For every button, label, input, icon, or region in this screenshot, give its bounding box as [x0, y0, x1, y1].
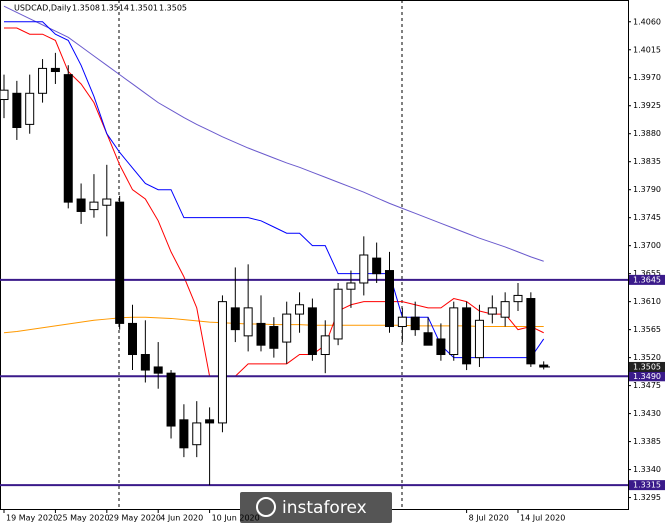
candle-body — [38, 67, 48, 94]
candle-body — [295, 304, 305, 315]
candle-body — [256, 322, 266, 346]
candle-body — [89, 201, 99, 211]
y-tick-label: 1.4060 — [633, 17, 661, 26]
candle-body — [449, 307, 459, 356]
y-tick-label: 1.3925 — [633, 101, 661, 110]
level-label: 1.3645 — [633, 275, 661, 284]
x-tick-label: 25 May 2020 — [57, 514, 109, 523]
ohlc-high: 1.3514 — [101, 4, 129, 13]
indicator-line — [3, 5, 544, 262]
candle-body — [385, 270, 394, 328]
candle-body — [115, 201, 125, 324]
y-tick-label: 1.3790 — [633, 185, 661, 194]
y-tick-label: 1.3340 — [633, 465, 661, 474]
candle-body — [462, 307, 472, 365]
candle-body — [436, 338, 446, 356]
candle-body — [333, 288, 343, 340]
candle-body — [397, 316, 407, 328]
x-tick-label: 8 Jul 2020 — [469, 514, 509, 523]
y-tick-label: 1.3565 — [633, 325, 661, 334]
candle-body — [128, 322, 137, 356]
candle-body — [25, 92, 35, 125]
candle-body — [474, 319, 484, 359]
candle-body — [359, 254, 369, 284]
y-tick-label: 1.3700 — [633, 241, 661, 250]
candle-body — [140, 354, 150, 371]
candle-body — [50, 67, 60, 73]
y-tick-label: 1.3520 — [633, 353, 661, 362]
y-tick-label: 1.3970 — [633, 73, 661, 82]
x-tick-label: 19 May 2020 — [6, 514, 58, 523]
candle-body — [179, 419, 189, 449]
candle-body — [307, 307, 317, 356]
y-tick-label: 1.3655 — [633, 269, 661, 278]
candle-body — [63, 74, 73, 203]
candle-body — [513, 294, 523, 303]
plot — [0, 5, 628, 487]
chart-title: USDCAD,Daily — [14, 4, 71, 13]
candle-body — [500, 301, 510, 318]
y-tick-label: 1.4015 — [633, 45, 661, 54]
candle-body — [487, 307, 497, 315]
candle-body — [192, 422, 202, 446]
x-tick-label: 14 Jul 2020 — [520, 514, 565, 523]
indicator-line — [4, 27, 544, 377]
ohlc-low: 1.3501 — [130, 4, 158, 13]
y-tick-label: 1.3385 — [633, 437, 661, 446]
level-label-box — [629, 371, 665, 382]
last-price-label: 1.3505 — [633, 362, 661, 371]
y-tick-label: 1.3295 — [633, 493, 661, 502]
candle-body — [217, 301, 227, 424]
candle-body — [166, 372, 176, 427]
candle-body — [243, 307, 253, 337]
ohlc-open: 1.3508 — [72, 4, 100, 13]
last-price-box — [629, 361, 665, 372]
candle-body — [12, 92, 22, 129]
x-tick-label: 10 Jun 2020 — [212, 514, 260, 523]
level-label-box — [629, 274, 665, 285]
candle-body — [372, 257, 382, 275]
candle-body — [0, 89, 9, 101]
candle-body — [423, 332, 433, 346]
watermark-logo — [256, 497, 276, 517]
candle-body — [346, 282, 356, 290]
candle-body — [269, 326, 279, 349]
level-label: 1.3315 — [633, 481, 661, 490]
y-tick-label: 1.3610 — [633, 297, 661, 306]
candle-body — [230, 307, 240, 331]
candle-body — [102, 198, 112, 206]
level-label: 1.3490 — [633, 372, 661, 381]
level-label-box — [629, 480, 665, 491]
candle-body — [410, 316, 420, 331]
candle-body — [76, 198, 86, 212]
candle-body — [205, 419, 215, 424]
watermark-text: instaforex — [282, 498, 367, 518]
ohlc-close: 1.3505 — [159, 4, 187, 13]
candle-body — [153, 366, 163, 374]
y-tick-label: 1.3880 — [633, 129, 661, 138]
y-tick-label: 1.3835 — [633, 157, 661, 166]
y-tick-label: 1.3430 — [633, 409, 661, 418]
candle-body — [282, 313, 292, 343]
watermark-box — [240, 492, 392, 523]
candle-body — [526, 298, 536, 365]
y-tick-label: 1.3745 — [633, 213, 661, 222]
x-tick-label: 4 Jun 2020 — [160, 514, 203, 523]
y-tick-label: 1.3475 — [633, 381, 661, 390]
x-tick-label: 29 May 2020 — [109, 514, 161, 523]
candle-body — [320, 335, 330, 356]
